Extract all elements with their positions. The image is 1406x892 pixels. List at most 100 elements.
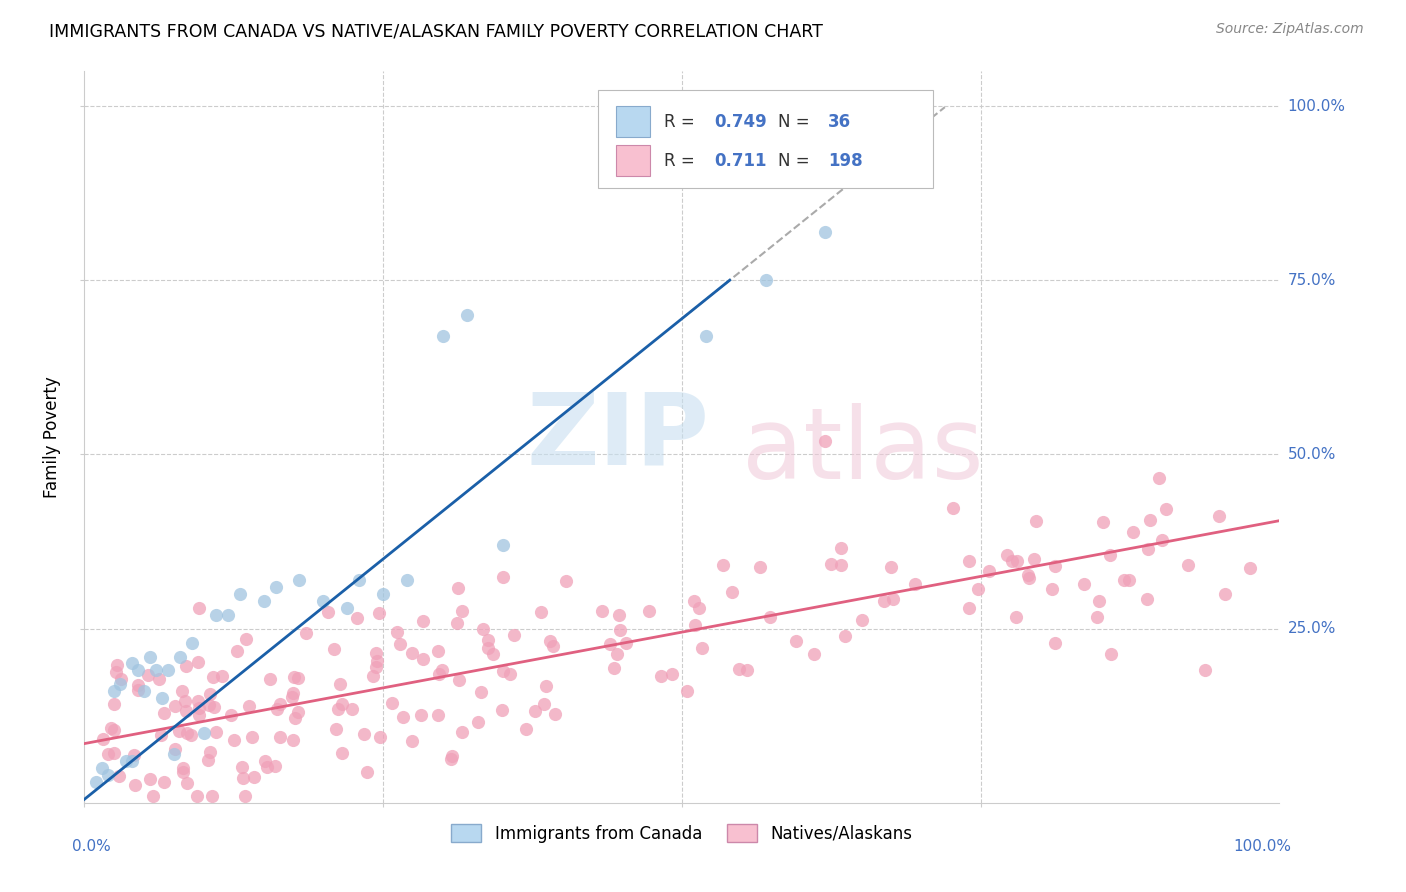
Point	[139, 772, 162, 786]
Point	[342, 702, 364, 716]
Point	[1147, 471, 1170, 485]
Point	[695, 329, 717, 343]
Text: R =: R =	[664, 112, 700, 131]
Point	[283, 686, 305, 700]
Point	[367, 606, 389, 620]
Point	[205, 724, 228, 739]
Point	[115, 754, 138, 768]
Point	[103, 723, 125, 737]
Point	[254, 754, 277, 768]
Point	[150, 691, 173, 706]
Point	[332, 747, 354, 761]
Point	[879, 560, 901, 574]
Point	[1088, 593, 1111, 607]
Point	[477, 633, 499, 648]
Point	[149, 728, 172, 742]
Text: 0.0%: 0.0%	[73, 839, 111, 855]
Point	[755, 273, 778, 287]
Point	[412, 652, 434, 666]
Point	[1025, 514, 1047, 528]
Point	[353, 727, 375, 741]
Point	[591, 604, 613, 618]
Point	[288, 573, 311, 587]
Point	[554, 574, 576, 588]
Point	[785, 634, 807, 648]
Point	[326, 702, 349, 716]
Point	[188, 701, 211, 715]
Point	[174, 659, 197, 673]
Point	[1040, 582, 1063, 596]
Point	[226, 643, 249, 657]
Point	[198, 698, 221, 712]
Point	[533, 697, 555, 711]
Point	[153, 775, 176, 789]
Point	[163, 741, 186, 756]
Point	[396, 573, 419, 587]
Point	[186, 789, 208, 803]
Point	[957, 554, 980, 568]
Point	[145, 664, 167, 678]
Point	[127, 683, 149, 698]
Text: 0.749: 0.749	[714, 112, 766, 131]
Point	[222, 733, 245, 747]
Point	[820, 558, 842, 572]
Point	[830, 541, 852, 556]
Point	[1114, 574, 1136, 588]
Point	[200, 745, 222, 759]
Point	[336, 600, 359, 615]
Text: ZIP: ZIP	[527, 389, 710, 485]
Point	[683, 617, 706, 632]
Point	[401, 646, 423, 660]
Point	[269, 731, 291, 745]
Point	[325, 722, 347, 736]
Point	[103, 684, 125, 698]
Point	[440, 751, 463, 765]
Point	[373, 587, 395, 601]
Point	[193, 726, 215, 740]
Point	[136, 667, 159, 681]
Point	[349, 573, 371, 587]
Point	[401, 734, 423, 748]
Point	[1092, 515, 1115, 529]
Point	[814, 434, 837, 448]
Point	[609, 623, 631, 637]
Point	[173, 694, 195, 708]
Point	[690, 641, 713, 656]
Point	[188, 601, 211, 615]
Point	[211, 669, 233, 683]
Point	[108, 769, 131, 783]
Point	[735, 663, 758, 677]
Point	[205, 607, 228, 622]
Point	[544, 706, 567, 721]
Point	[127, 664, 149, 678]
Point	[748, 559, 770, 574]
Point	[283, 670, 305, 684]
Point	[979, 565, 1001, 579]
Point	[366, 654, 388, 668]
Point	[1043, 558, 1066, 573]
Point	[238, 699, 260, 714]
Point	[287, 705, 309, 719]
Text: 100.0%: 100.0%	[1233, 839, 1292, 855]
Point	[470, 685, 492, 699]
Point	[259, 672, 281, 686]
Point	[243, 771, 266, 785]
Text: 36: 36	[828, 112, 851, 131]
Point	[412, 614, 434, 628]
Point	[851, 613, 873, 627]
Point	[294, 626, 316, 640]
Point	[1005, 610, 1028, 624]
Point	[676, 684, 699, 698]
Text: 0.711: 0.711	[714, 152, 766, 169]
Point	[538, 633, 561, 648]
Point	[492, 570, 515, 584]
Point	[995, 548, 1018, 562]
Point	[388, 637, 411, 651]
Point	[499, 667, 522, 681]
Text: N =: N =	[778, 152, 814, 169]
Point	[1005, 554, 1028, 568]
Point	[728, 662, 751, 676]
Point	[198, 687, 221, 701]
Point	[329, 677, 352, 691]
Point	[256, 759, 278, 773]
